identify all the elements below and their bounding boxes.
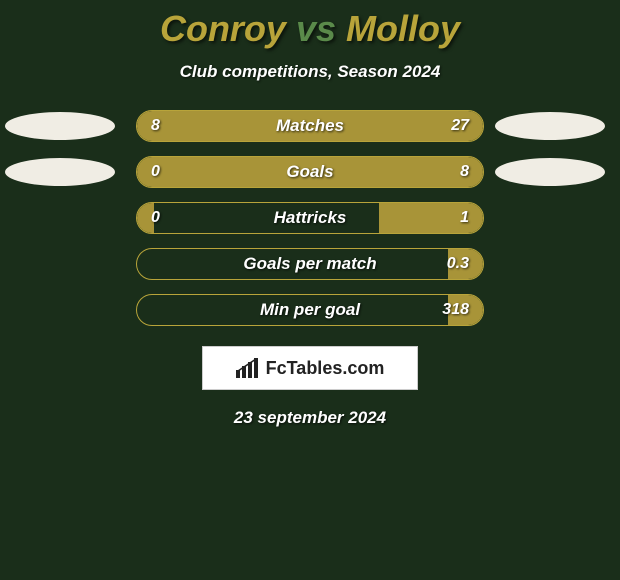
stat-bar: Goals per match 0.3 — [136, 248, 484, 280]
brand-text: FcTables.com — [266, 358, 385, 379]
stat-label: Goals per match — [211, 254, 409, 274]
page-title: Conroy vs Molloy — [160, 8, 460, 50]
bar-content: Min per goal 318 — [137, 295, 483, 325]
stat-label: Goals — [211, 162, 409, 182]
bar-content: 0 Hattricks 1 — [137, 203, 483, 233]
subtitle: Club competitions, Season 2024 — [180, 62, 441, 82]
brand-badge[interactable]: FcTables.com — [202, 346, 418, 390]
stat-left-value: 8 — [151, 117, 211, 135]
stat-right-value: 8 — [409, 163, 469, 181]
stat-label: Hattricks — [211, 208, 409, 228]
bar-content: 8 Matches 27 — [137, 111, 483, 141]
title-player2: Molloy — [346, 8, 460, 49]
bar-content: 0 Goals 8 — [137, 157, 483, 187]
date-line: 23 september 2024 — [234, 408, 386, 428]
stat-label: Matches — [211, 116, 409, 136]
right-avatar-placeholder — [495, 112, 605, 140]
title-vs: vs — [296, 8, 336, 49]
title-player1: Conroy — [160, 8, 286, 49]
stat-row: 0 Hattricks 1 — [0, 202, 620, 234]
bar-content: Goals per match 0.3 — [137, 249, 483, 279]
stat-right-value: 27 — [409, 117, 469, 135]
stat-bar: 0 Hattricks 1 — [136, 202, 484, 234]
stat-bar: Min per goal 318 — [136, 294, 484, 326]
stat-rows: 8 Matches 27 0 Goals 8 — [0, 110, 620, 326]
stat-right-value: 0.3 — [409, 255, 469, 273]
stat-right-value: 318 — [409, 301, 469, 319]
stat-bar: 8 Matches 27 — [136, 110, 484, 142]
comparison-card: Conroy vs Molloy Club competitions, Seas… — [0, 0, 620, 428]
right-avatar-placeholder — [495, 158, 605, 186]
bars-chart-icon — [236, 358, 260, 378]
left-avatar-placeholder — [5, 158, 115, 186]
stat-row: 8 Matches 27 — [0, 110, 620, 142]
stat-bar: 0 Goals 8 — [136, 156, 484, 188]
stat-row: 0 Goals 8 — [0, 156, 620, 188]
stat-left-value: 0 — [151, 163, 211, 181]
stat-left-value: 0 — [151, 209, 211, 227]
stat-label: Min per goal — [211, 300, 409, 320]
left-avatar-placeholder — [5, 112, 115, 140]
stat-row: Min per goal 318 — [0, 294, 620, 326]
stat-right-value: 1 — [409, 209, 469, 227]
stat-row: Goals per match 0.3 — [0, 248, 620, 280]
